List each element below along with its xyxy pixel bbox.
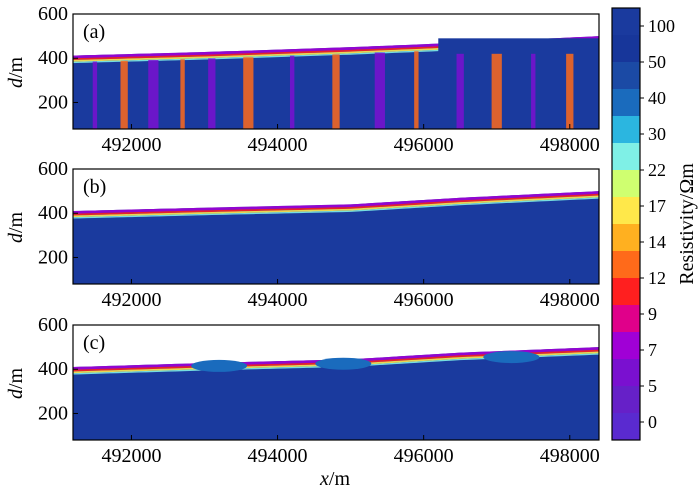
- panel-b: (b) 492000 494000 496000 498000 200 400 600 d/…: [5, 158, 600, 311]
- y-tick-label: 200: [38, 246, 68, 268]
- x-tick-label: 496000: [394, 134, 454, 156]
- x-tick-label: 498000: [540, 134, 600, 156]
- conductive-streak: [374, 52, 385, 129]
- colorbar-frame: [611, 7, 641, 441]
- panel-c-frame: [72, 324, 600, 441]
- panel-b-field: [73, 191, 599, 284]
- x-tick-label: 492000: [101, 445, 161, 467]
- conductive-layer: [73, 195, 599, 218]
- conductive-streak: [491, 47, 502, 129]
- colorbar-tick-label: 40: [648, 88, 666, 108]
- colorbar-cell: [612, 89, 640, 117]
- x-tick-label: 492000: [101, 134, 161, 156]
- conductive-streak: [332, 54, 340, 129]
- y-tick-label: 200: [38, 402, 68, 424]
- x-tick-label: 494000: [248, 445, 308, 467]
- colorbar-cell: [612, 386, 640, 414]
- conductive-streak: [243, 57, 254, 129]
- panel-c-label: (c): [83, 332, 105, 354]
- conductive-layer: [73, 38, 599, 60]
- colorbar-tick-label: 12: [648, 268, 666, 288]
- y-tick-label: 600: [38, 158, 68, 180]
- resistive-lens: [191, 359, 248, 372]
- colorbar-tick-label: 0: [648, 412, 657, 432]
- panel-a-field: [73, 36, 599, 129]
- panel-a-label: (a): [83, 21, 105, 43]
- conductive-layer: [73, 191, 599, 214]
- colorbar-tick-label: 7: [648, 340, 657, 360]
- conductive-streak: [92, 61, 98, 129]
- panel-a: (a) 492000 494000 496000 498000 200 400 600 d/…: [5, 3, 600, 156]
- colorbar-cell: [612, 305, 640, 333]
- conductive-streak: [180, 59, 185, 129]
- colorbar-cell: [612, 170, 640, 198]
- resistive-lens: [483, 351, 540, 364]
- colorbar-cell: [612, 8, 640, 36]
- colorbar-tick-label: 100: [648, 16, 675, 36]
- panel-b-frame: [72, 168, 600, 285]
- colorbar-tick-label: 14: [648, 232, 666, 252]
- x-axis-label: x/m: [319, 468, 350, 490]
- colorbar-cell: [612, 413, 640, 441]
- panel-c-ticks: 492000 494000 496000 498000 200 400 600: [38, 314, 600, 467]
- x-tick-label: 494000: [248, 134, 308, 156]
- colorbar-cell: [612, 251, 640, 279]
- resistive-block: [438, 38, 599, 54]
- conductive-streak: [120, 60, 128, 129]
- colorbar-tick-label: 9: [648, 304, 657, 324]
- colorbar-tick-label: 50: [648, 52, 666, 72]
- x-tick-label: 496000: [394, 445, 454, 467]
- conductive-streak: [208, 58, 216, 129]
- colorbar-cells: [612, 8, 640, 441]
- conductive-layer: [73, 40, 599, 62]
- colorbar-tick-label: 22: [648, 160, 666, 180]
- conductive-layer: [73, 193, 599, 216]
- panel-b-ticks: 492000 494000 496000 498000 200 400 600: [38, 158, 600, 311]
- panel-c-field: [73, 347, 599, 440]
- conductive-streak: [566, 44, 574, 129]
- x-tick-label: 498000: [540, 445, 600, 467]
- colorbar-tick-label: 5: [648, 376, 657, 396]
- x-tick-label: 496000: [394, 289, 454, 311]
- conductive-streak: [148, 60, 159, 129]
- y-tick-label: 400: [38, 47, 68, 69]
- colorbar-cell: [612, 35, 640, 63]
- resistive-lens: [315, 357, 372, 370]
- panel-c-ylabel: d/m: [5, 367, 27, 399]
- colorbar-tick-label: 17: [648, 196, 666, 216]
- x-tick-label: 492000: [101, 289, 161, 311]
- conductive-layer: [73, 197, 599, 219]
- conductive-layer: [73, 36, 599, 59]
- panel-a-ylabel: d/m: [5, 56, 27, 88]
- colorbar-cell: [612, 197, 640, 225]
- conductive-streak: [414, 51, 419, 129]
- colorbar-cell: [612, 278, 640, 306]
- y-tick-label: 400: [38, 202, 68, 224]
- x-tick-label: 494000: [248, 289, 308, 311]
- y-tick-label: 600: [38, 3, 68, 25]
- x-tick-label: 498000: [540, 289, 600, 311]
- colorbar-cell: [612, 116, 640, 144]
- colorbar-cell: [612, 62, 640, 90]
- conductive-streak: [531, 45, 536, 129]
- panel-a-frame: [72, 13, 600, 130]
- panel-b-ylabel: d/m: [5, 211, 27, 243]
- y-tick-label: 600: [38, 314, 68, 336]
- colorbar-cell: [612, 332, 640, 360]
- colorbar-tick-label: 30: [648, 124, 666, 144]
- conductive-streak: [456, 49, 464, 129]
- colorbar-cell: [612, 143, 640, 171]
- y-tick-label: 400: [38, 358, 68, 380]
- y-tick-label: 200: [38, 91, 68, 113]
- colorbar-cell: [612, 224, 640, 252]
- panel-c: (c) 492000 494000 496000 498000 200 400 600 d/…: [5, 314, 600, 490]
- colorbar-cell: [612, 359, 640, 387]
- panel-b-label: (b): [83, 176, 106, 198]
- colorbar-label: Resistivity/Ωm: [676, 163, 698, 285]
- conductive-streak: [289, 55, 295, 129]
- panel-a-ticks: 492000 494000 496000 498000 200 400 600: [38, 3, 600, 156]
